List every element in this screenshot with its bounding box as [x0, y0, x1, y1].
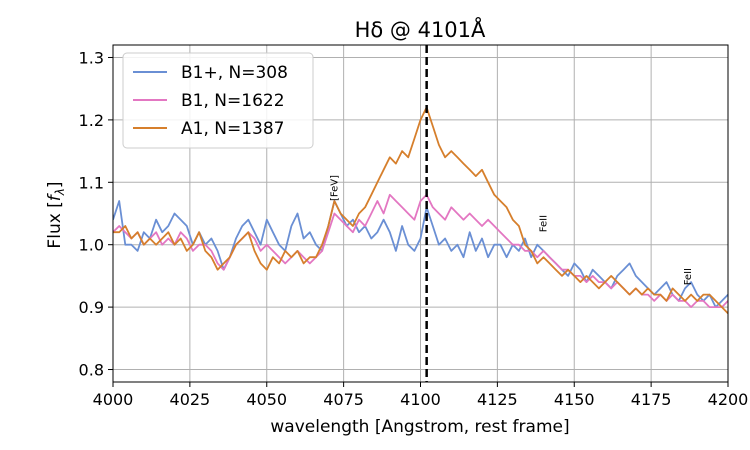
x-tick-label: 4025 — [170, 390, 211, 409]
legend: B1+, N=308 B1, N=1622 A1, N=1387 — [122, 52, 314, 149]
series-line-0 — [113, 200, 728, 309]
legend-box — [122, 52, 314, 149]
annotation-label: FeII — [539, 215, 550, 232]
y-axis-label-group: Flux [fλ] — [45, 181, 67, 248]
annotation-label: [FeV] — [329, 175, 340, 201]
x-axis-label: wavelength [Angstrom, rest frame] — [270, 417, 569, 437]
x-tick-label: 4150 — [554, 390, 595, 409]
annotations: [FeV] FeII FeII — [329, 175, 694, 285]
x-tick-label: 4000 — [93, 390, 134, 409]
x-tick-label: 4100 — [400, 390, 441, 409]
x-tick-label: 4125 — [477, 390, 518, 409]
y-axis-label: Flux [fλ] — [45, 181, 67, 248]
y-tick-label: 1.3 — [79, 48, 104, 67]
series-line-2 — [113, 106, 728, 315]
series-lines — [113, 106, 728, 315]
y-tick-label: 0.9 — [79, 298, 104, 317]
y-tick-label: 1.0 — [79, 236, 104, 255]
annotation-label: FeII — [683, 268, 694, 285]
x-tick-label: 4175 — [631, 390, 672, 409]
legend-label: B1, N=1622 — [181, 91, 285, 111]
x-tick-label: 4200 — [708, 390, 749, 409]
chart-title: Hδ @ 4101Å — [355, 16, 486, 42]
y-tick-label: 0.8 — [79, 361, 104, 380]
legend-label: A1, N=1387 — [181, 119, 284, 139]
axis-ticks: 4000 4025 4050 4075 4100 4125 4150 4175 4200 0.8 0… — [79, 48, 749, 409]
legend-label: B1+, N=308 — [181, 63, 288, 83]
y-tick-label: 1.1 — [79, 173, 104, 192]
x-tick-label: 4075 — [323, 390, 364, 409]
x-tick-label: 4050 — [246, 390, 287, 409]
y-tick-label: 1.2 — [79, 111, 104, 130]
